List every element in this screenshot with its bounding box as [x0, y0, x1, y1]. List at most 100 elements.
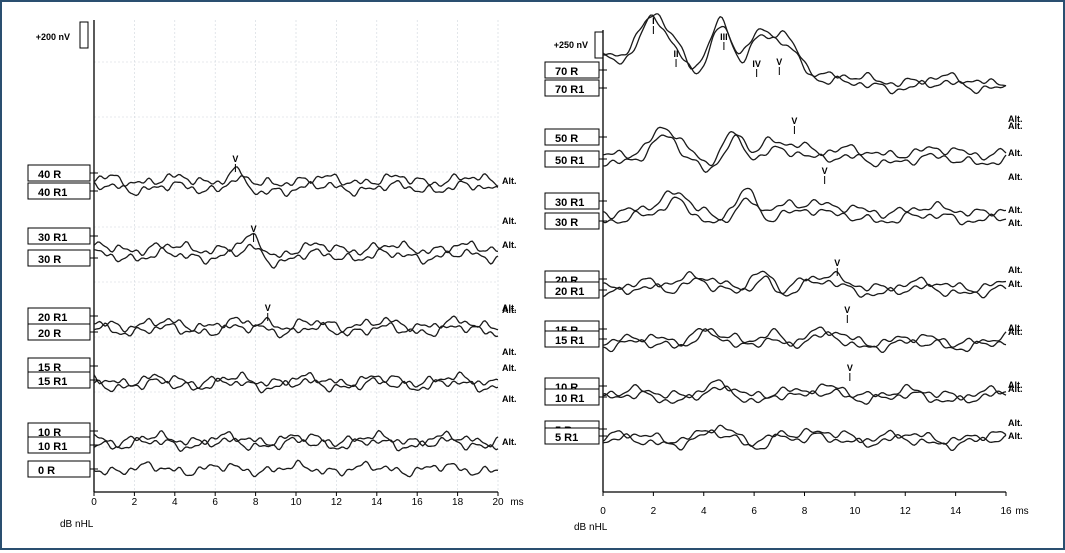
x-tick-label: 6 — [212, 497, 218, 508]
x-tick-label: 0 — [600, 506, 606, 517]
x-tick-label: 10 — [849, 506, 861, 517]
x-tick-label: 2 — [651, 506, 657, 517]
alt-label: Alt. — [1008, 380, 1023, 390]
alt-label: Alt. — [502, 303, 517, 313]
trace-20-r1 — [602, 275, 1007, 299]
trace-30-r1 — [602, 187, 1007, 221]
y-axis-label: dB nHL — [60, 519, 94, 530]
x-tick-label: 6 — [751, 506, 757, 517]
level-label: 30 R — [38, 254, 61, 266]
axes-layer: 0 2 4 6 8 10 12 14 16 18 20 ms dB nHL +200 nV 0 2 4 6 8 10 1… — [36, 20, 1029, 533]
alt-label: Alt. — [1008, 279, 1023, 289]
x-tick-label: 12 — [900, 506, 912, 517]
level-label: 40 R — [38, 169, 61, 181]
level-label: 70 R — [555, 66, 578, 78]
peak-label: V — [265, 303, 271, 313]
x-tick-label: 18 — [452, 497, 464, 508]
scale-bar-label: +250 nV — [554, 40, 588, 50]
peak-label: V — [251, 224, 257, 234]
alt-label: Alt. — [1008, 265, 1023, 275]
level-label: 15 R — [38, 362, 61, 374]
x-tick-label: 20 — [492, 497, 504, 508]
level-label: 5 R1 — [555, 432, 578, 444]
level-label: 15 R1 — [38, 376, 67, 388]
x-tick-label: 4 — [172, 497, 178, 508]
trace-20-r1 — [93, 315, 499, 333]
peak-label: V — [834, 258, 840, 268]
alt-label: Alt. — [1008, 172, 1023, 182]
alt-label: Alt. — [1008, 327, 1023, 337]
alt-label: Alt. — [502, 347, 517, 357]
trace-10-r1 — [93, 436, 499, 453]
alt-label: Alt. — [1008, 323, 1023, 333]
alt-label: Alt. — [1008, 431, 1023, 441]
peak-label: V — [822, 166, 828, 176]
alt-label: Alt. — [1008, 148, 1023, 158]
x-tick-label: 16 — [412, 497, 424, 508]
trace-70-r1 — [602, 14, 1007, 95]
x-tick-label: 8 — [253, 497, 259, 508]
level-label: 30 R1 — [38, 232, 67, 244]
trace-30-r — [602, 196, 1007, 226]
trace-15-r — [602, 326, 1007, 348]
peak-label: V — [232, 154, 238, 164]
alt-label: Alt. — [1008, 384, 1023, 394]
x-unit-label: ms — [1015, 506, 1028, 517]
scale-bar-label: +200 nV — [36, 32, 70, 42]
peak-label: IV — [752, 59, 761, 69]
trace-20-r — [93, 321, 499, 339]
alt-label: Alt. — [1008, 114, 1023, 124]
scale-bar — [79, 21, 89, 49]
x-tick-label: 14 — [950, 506, 962, 517]
x-tick-label: 12 — [331, 497, 343, 508]
x-tick-label: 2 — [132, 497, 138, 508]
y-axis-label: dB nHL — [574, 522, 608, 533]
level-label: 50 R — [555, 133, 578, 145]
peak-label: V — [791, 116, 797, 126]
level-label: 40 R1 — [38, 187, 67, 199]
trace-15-r1 — [93, 377, 499, 394]
alt-label: Alt. — [502, 394, 517, 404]
x-tick-label: 0 — [91, 497, 97, 508]
trace-5-r1 — [602, 429, 1007, 452]
x-tick-label: 10 — [290, 497, 302, 508]
trace-10-r — [93, 429, 499, 449]
alt-label: Alt. — [502, 240, 517, 250]
peak-label: V — [776, 57, 782, 67]
trace-50-r — [602, 126, 1007, 167]
level-label: 15 R1 — [555, 335, 584, 347]
trace-5-r — [602, 424, 1007, 448]
trace-50-r1 — [602, 134, 1007, 173]
trace-15-r — [93, 371, 499, 389]
alt-label: Alt. — [502, 437, 517, 447]
peak-label: V — [844, 305, 850, 315]
level-label: 20 R1 — [555, 286, 584, 298]
level-label: 20 R1 — [38, 312, 67, 324]
trace-0-r — [93, 459, 499, 478]
alt-label: Alt. — [502, 363, 517, 373]
trace-10-r1 — [602, 385, 1007, 405]
trace-40-r1 — [93, 175, 499, 198]
trace-70-r — [602, 13, 1007, 88]
x-tick-label: 8 — [802, 506, 808, 517]
level-label: 20 R — [38, 328, 61, 340]
x-tick-label: 16 — [1000, 506, 1012, 517]
scale-bar — [594, 31, 604, 59]
alt-label: Alt. — [1008, 218, 1023, 228]
peak-label: I — [652, 16, 655, 26]
level-label: 0 R — [38, 465, 55, 477]
peak-label: III — [720, 32, 728, 42]
trace-30-r — [93, 243, 499, 269]
trace-layer — [93, 13, 1007, 478]
level-label: 10 R1 — [555, 393, 584, 405]
peak-label: II — [674, 49, 679, 59]
level-label: 10 R — [38, 427, 61, 439]
alt-label: Alt. — [1008, 418, 1023, 428]
alt-label: Alt. — [502, 305, 517, 315]
trace-15-r1 — [602, 328, 1007, 353]
x-tick-label: 4 — [701, 506, 707, 517]
level-label: 10 R1 — [38, 441, 67, 453]
x-unit-label: ms — [510, 497, 523, 508]
